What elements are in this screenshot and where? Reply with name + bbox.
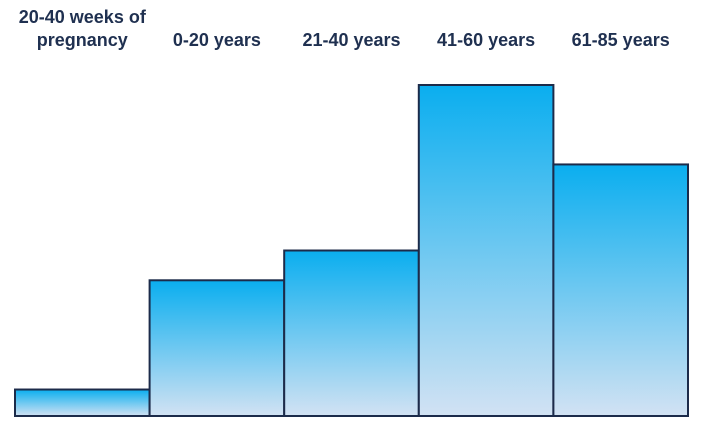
- category-label: 0-20 years: [172, 30, 261, 50]
- bar: [148, 279, 286, 418]
- category-label: 21-40 years: [302, 30, 401, 50]
- bar: [283, 249, 420, 417]
- bar: [417, 84, 555, 417]
- bar: [552, 163, 690, 417]
- category-label: 41-60 years: [437, 30, 536, 50]
- category-label: 20-40 weeks of pregnancy: [18, 7, 146, 50]
- category-label: 61-85 years: [571, 30, 670, 50]
- bar: [14, 388, 151, 417]
